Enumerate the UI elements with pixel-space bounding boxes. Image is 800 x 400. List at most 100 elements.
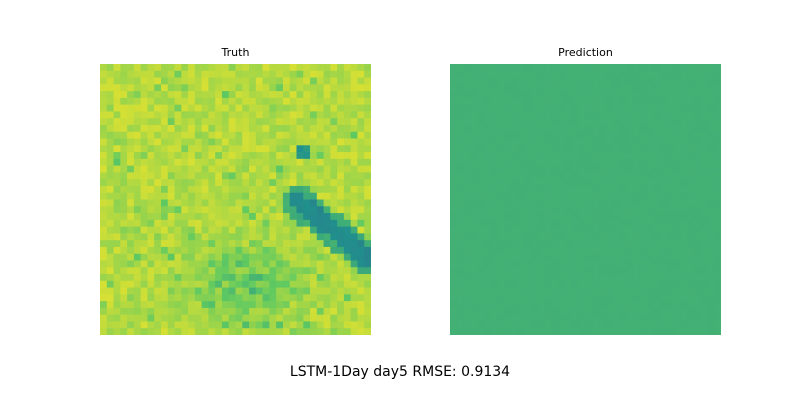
truth-heatmap-cell [181, 138, 189, 146]
truth-heatmap-cell [201, 328, 210, 335]
truth-heatmap-cell [296, 158, 304, 167]
prediction-heatmap-cell [693, 301, 702, 309]
prediction-heatmap-cell [687, 314, 695, 323]
prediction-heatmap-cell [510, 111, 519, 119]
truth-heatmap-cell [357, 70, 365, 79]
truth-heatmap-cell [113, 246, 121, 255]
truth-heatmap-cell [242, 165, 250, 174]
prediction-heatmap-cell [517, 213, 526, 221]
prediction-heatmap-cell [483, 64, 492, 72]
prediction-heatmap-cell [490, 213, 499, 221]
truth-heatmap-cell [215, 301, 223, 309]
prediction-heatmap-cell [700, 321, 709, 329]
truth-heatmap-cell [269, 138, 277, 146]
prediction-heatmap-cell [504, 287, 512, 295]
truth-heatmap-cell [147, 131, 155, 140]
truth-heatmap-cell [343, 145, 352, 153]
truth-heatmap-cell [323, 165, 331, 174]
truth-heatmap-cell [127, 158, 135, 167]
truth-heatmap-cell [127, 287, 135, 295]
prediction-heatmap-cell [673, 246, 681, 255]
truth-heatmap-cell [249, 280, 257, 289]
truth-heatmap-cell [221, 199, 230, 207]
prediction-heatmap-cell [646, 240, 654, 248]
truth-heatmap-cell [337, 246, 345, 255]
truth-heatmap-cell [303, 145, 311, 153]
prediction-heatmap-cell [544, 152, 553, 160]
prediction-heatmap-cell [510, 274, 519, 282]
truth-heatmap-cell [133, 77, 142, 85]
truth-heatmap-cell [337, 70, 345, 79]
truth-heatmap-cell [154, 233, 162, 241]
truth-heatmap-cell [310, 131, 318, 140]
truth-heatmap-cell [100, 138, 108, 146]
prediction-heatmap-cell [646, 124, 654, 133]
prediction-heatmap-cell [538, 219, 546, 228]
figure-suptitle: LSTM-1Day day5 RMSE: 0.9134 [289, 364, 511, 380]
prediction-heatmap-cell [707, 145, 715, 153]
truth-heatmap-cell [147, 192, 155, 201]
truth-heatmap-cell [167, 84, 176, 92]
prediction-heatmap-cell [592, 145, 600, 153]
truth-heatmap-cell [330, 294, 338, 302]
prediction-heatmap-cell [687, 233, 695, 241]
prediction-heatmap-cell [477, 321, 485, 329]
truth-heatmap-cell [364, 307, 371, 316]
prediction-heatmap-cell [585, 118, 593, 126]
prediction-heatmap-cell [653, 328, 661, 335]
truth-heatmap-cell [106, 314, 115, 323]
truth-heatmap-cell [174, 240, 182, 248]
prediction-heatmap-cell [666, 138, 675, 146]
truth-heatmap-cell [242, 70, 250, 79]
prediction-heatmap-cell [632, 131, 641, 140]
truth-heatmap-cell [208, 84, 216, 92]
truth-heatmap-cell [120, 274, 128, 282]
prediction-heatmap-cell [483, 192, 492, 201]
prediction-heatmap-cell [700, 240, 709, 248]
truth-heatmap-cell [113, 206, 121, 214]
truth-heatmap-cell [330, 246, 338, 255]
prediction-heatmap-cell [463, 70, 471, 79]
prediction-heatmap-cell [490, 328, 499, 335]
prediction-heatmap-cell [653, 91, 661, 99]
truth-heatmap-cell [106, 226, 115, 234]
truth-heatmap-cell [221, 84, 230, 92]
prediction-heatmap-cell [639, 185, 648, 194]
prediction-heatmap-cell [571, 294, 580, 302]
truth-heatmap-cell [100, 124, 108, 133]
truth-heatmap-cell [316, 287, 325, 295]
truth-heatmap-cell [147, 287, 155, 295]
truth-heatmap-cell [188, 145, 196, 153]
prediction-heatmap-cell [544, 307, 553, 316]
truth-heatmap-cell [262, 145, 270, 153]
truth-heatmap-cell [194, 233, 203, 241]
prediction-heatmap-cell [497, 240, 505, 248]
truth-heatmap-cell [221, 70, 230, 79]
truth-heatmap-cell [330, 192, 338, 201]
prediction-heatmap-cell [531, 91, 539, 99]
prediction-heatmap-cell [470, 321, 478, 329]
prediction-heatmap-cell [693, 233, 702, 241]
truth-heatmap-cell [235, 124, 243, 133]
truth-heatmap-cell [194, 253, 203, 262]
prediction-heatmap-cell [639, 267, 648, 275]
truth-heatmap-cell [316, 64, 325, 72]
truth-heatmap-panel [100, 64, 371, 335]
prediction-heatmap-cell [497, 111, 505, 119]
prediction-heatmap-cell [599, 131, 607, 140]
truth-heatmap-cell [208, 64, 216, 72]
prediction-heatmap-cell [497, 64, 505, 72]
truth-heatmap-cell [289, 199, 298, 207]
truth-heatmap-cell [316, 253, 325, 262]
prediction-heatmap-cell [510, 287, 519, 295]
prediction-heatmap-cell [571, 91, 580, 99]
prediction-heatmap-cell [470, 267, 478, 275]
truth-heatmap-cell [228, 274, 237, 282]
prediction-heatmap-cell [565, 328, 573, 335]
truth-heatmap-cell [323, 301, 331, 309]
truth-heatmap-cell [350, 64, 359, 72]
prediction-heatmap-cell [626, 179, 634, 187]
truth-heatmap-cell [194, 165, 203, 174]
prediction-heatmap-cell [497, 84, 505, 92]
prediction-heatmap-cell [470, 118, 478, 126]
